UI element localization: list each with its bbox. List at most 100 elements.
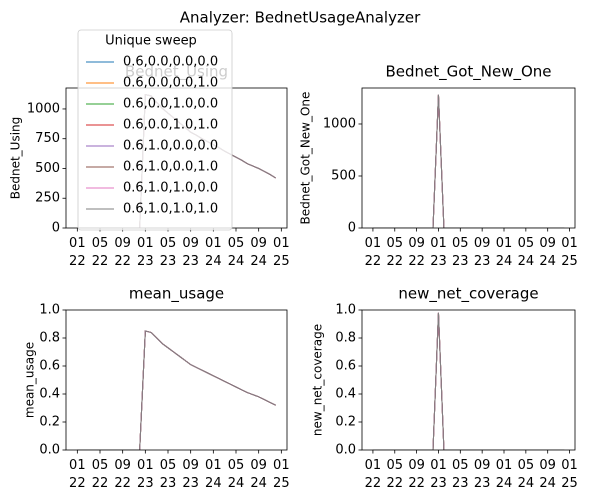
x-tick-label: 09 24	[250, 458, 267, 491]
y-tick-label: 0	[52, 221, 60, 236]
y-tick-label: 0.0	[335, 443, 356, 458]
y-tick-label: 0.6	[335, 359, 356, 374]
x-tick-label-line: 01	[69, 236, 86, 251]
x-tick-label: 01 22	[69, 236, 86, 269]
x-tick-label-line: 05	[386, 458, 403, 473]
x-tick-label-line: 22	[365, 476, 382, 491]
x-tick-label-line: 01	[137, 236, 154, 251]
x-tick-label: 05 23	[452, 458, 469, 491]
x-tick-label-line: 05	[518, 458, 535, 473]
subplot-title: Bednet_Got_New_One	[385, 63, 551, 82]
x-tick-label: 09 22	[408, 236, 425, 269]
x-tick-label-line: 23	[452, 254, 469, 269]
x-tick-label-line: 23	[182, 254, 199, 269]
x-tick-label-line: 24	[205, 254, 222, 269]
x-tick-label-line: 23	[182, 476, 199, 491]
x-tick-label-line: 01	[273, 236, 290, 251]
x-tick-label-line: 09	[182, 458, 199, 473]
x-tick-label: 01 25	[273, 458, 290, 491]
x-tick-label: 01 24	[205, 458, 222, 491]
legend-label: 0.6,1.0,0.0,0.0	[123, 139, 218, 154]
y-tick-label: 1000	[323, 116, 356, 131]
x-tick-label-line: 09	[539, 458, 556, 473]
x-tick-label: 01 24	[496, 458, 513, 491]
x-tick-label-line: 22	[92, 254, 109, 269]
x-tick-label-line: 05	[160, 458, 177, 473]
legend-label: 0.6,1.0,1.0,1.0	[123, 202, 218, 217]
x-tick-label: 01 22	[69, 458, 86, 491]
y-tick-label: 0.0	[39, 443, 60, 458]
x-tick-label-line: 05	[160, 236, 177, 251]
y-axis-label: Bednet_Using	[9, 117, 23, 200]
y-tick-label: 0.8	[39, 331, 60, 346]
y-tick-label: 1000	[27, 101, 60, 116]
x-tick-label: 05 24	[518, 458, 535, 491]
y-tick-label: 500	[331, 168, 356, 183]
x-tick-label-line: 05	[228, 236, 245, 251]
x-tick-label: 09 23	[474, 236, 491, 269]
x-tick-label: 05 22	[386, 458, 403, 491]
x-tick-label: 09 22	[114, 236, 131, 269]
x-tick-label-line: 24	[518, 476, 535, 491]
x-tick-label-line: 22	[114, 476, 131, 491]
x-tick-label-line: 09	[408, 458, 425, 473]
x-tick-label: 01 23	[137, 236, 154, 269]
y-tick-label: 1.0	[39, 303, 60, 318]
x-tick-label-line: 24	[539, 254, 556, 269]
x-tick-label: 01 24	[205, 236, 222, 269]
y-tick-label: 1.0	[335, 303, 356, 318]
x-tick-label: 05 23	[160, 458, 177, 491]
y-tick-label: 0.2	[335, 415, 356, 430]
x-tick-label: 05 24	[518, 236, 535, 269]
x-tick-label: 05 22	[92, 458, 109, 491]
x-tick-label-line: 05	[228, 458, 245, 473]
x-tick-label: 09 24	[250, 236, 267, 269]
y-tick-label: 750	[35, 131, 60, 146]
x-tick-label: 01 25	[273, 236, 290, 269]
x-tick-label-line: 05	[386, 236, 403, 251]
series-line	[77, 330, 276, 450]
x-tick-label-line: 01	[273, 458, 290, 473]
x-tick-label: 01 23	[430, 236, 447, 269]
x-tick-label-line: 24	[205, 476, 222, 491]
plot-area	[77, 330, 276, 450]
x-tick-label-line: 01	[561, 458, 578, 473]
axes-frame	[361, 87, 576, 229]
y-tick-label: 0.6	[39, 359, 60, 374]
x-tick-label-line: 01	[496, 236, 513, 251]
legend-title: Unique sweep	[105, 34, 197, 49]
x-tick-label: 01 23	[430, 458, 447, 491]
x-tick-label-line: 25	[561, 476, 578, 491]
y-axis-label: Bednet_Got_New_One	[299, 92, 313, 225]
x-tick-label-line: 23	[430, 254, 447, 269]
axes-frame	[361, 309, 576, 451]
x-tick-label: 09 22	[408, 458, 425, 491]
axes-frame	[65, 309, 288, 451]
x-tick-label-line: 09	[539, 236, 556, 251]
legend-label: 0.6,1.0,1.0,0.0	[123, 181, 218, 196]
y-tick-label: 0.4	[39, 387, 60, 402]
x-tick-label-line: 01	[69, 458, 86, 473]
x-tick-label-line: 05	[452, 458, 469, 473]
x-tick-label-line: 23	[430, 476, 447, 491]
subplot-title: new_net_coverage	[398, 285, 538, 304]
x-tick-label-line: 22	[365, 254, 382, 269]
x-tick-label-line: 25	[561, 254, 578, 269]
x-tick-label-line: 01	[561, 236, 578, 251]
x-tick-label: 01 22	[365, 236, 382, 269]
x-tick-label-line: 22	[69, 476, 86, 491]
x-tick-label-line: 01	[137, 458, 154, 473]
x-tick-label-line: 09	[114, 236, 131, 251]
x-tick-label-line: 22	[69, 254, 86, 269]
x-tick-label: 09 22	[114, 458, 131, 491]
x-tick-label-line: 24	[250, 254, 267, 269]
x-tick-label: 01 23	[137, 458, 154, 491]
x-tick-label-line: 23	[474, 476, 491, 491]
x-tick-label-line: 22	[408, 254, 425, 269]
x-tick-label-line: 24	[250, 476, 267, 491]
x-tick-label: 05 22	[92, 236, 109, 269]
x-tick-label: 05 23	[452, 236, 469, 269]
x-tick-label-line: 09	[182, 236, 199, 251]
x-tick-label-line: 09	[408, 236, 425, 251]
